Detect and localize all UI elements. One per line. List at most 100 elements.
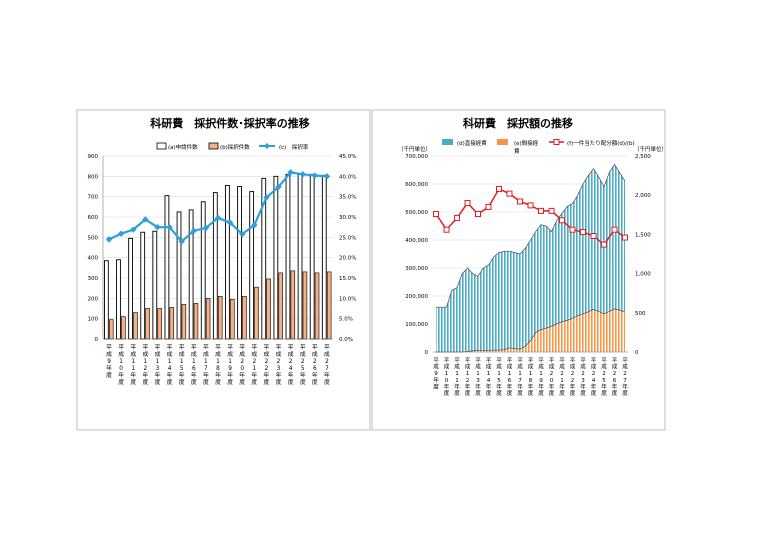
chart-left-y2-axis: 0.0% 5.0% 10.0% 15.0% 20.0% 25.0% 30.0% 35.0% 40… bbox=[339, 154, 356, 343]
x-tick-label: 平成 1 0 年度 bbox=[118, 344, 124, 386]
rate-point bbox=[117, 230, 125, 237]
x-tick-label: 平成 2 4 年度 bbox=[288, 344, 294, 386]
y2-tick-label: 5.0% bbox=[339, 317, 353, 323]
per-item-point bbox=[517, 198, 523, 205]
bar-adopted bbox=[181, 304, 187, 340]
bar-adopted bbox=[145, 308, 150, 340]
rate-point bbox=[166, 223, 173, 231]
y-tick-label: 100,000 bbox=[405, 322, 428, 328]
per-item-point bbox=[548, 207, 555, 214]
legend-label-applications: (a)申請件数 bbox=[168, 143, 198, 151]
x-tick-label: 平成 2 2 年度 bbox=[264, 344, 270, 386]
y-tick-label: 500,000 bbox=[405, 210, 428, 216]
x-tick-label: 平成 1 7 年度 bbox=[203, 344, 209, 386]
y2-tick-label: 0.0% bbox=[339, 337, 353, 343]
per-item-point bbox=[622, 234, 628, 241]
per-item-point bbox=[443, 226, 450, 233]
x-tick-label: 平成 1 0 年度 bbox=[444, 357, 450, 397]
per-item-point bbox=[538, 207, 544, 214]
bar-applications bbox=[309, 173, 315, 340]
x-tick-label: 平成 1 4 年度 bbox=[486, 357, 492, 397]
y2-tick-label: 30.0% bbox=[339, 215, 356, 221]
x-tick-label: 平成 2 2 年度 bbox=[570, 357, 576, 397]
rate-point bbox=[287, 169, 294, 176]
x-tick-label: 平成 2 1 年度 bbox=[251, 344, 257, 386]
legend-label-indirect-1: (e)間接経 bbox=[514, 139, 539, 147]
x-tick-label: 平成 1 3 年度 bbox=[155, 344, 161, 386]
x-tick-label: 平成 1 6 年度 bbox=[507, 357, 513, 397]
legend-label-indirect-2: 費 bbox=[514, 147, 520, 155]
area-direct bbox=[436, 164, 625, 352]
per-item-point bbox=[559, 217, 565, 224]
y2-tick-label: 10.0% bbox=[339, 296, 356, 302]
chart-right-y2-axis: 0 500 1,000 1,500 2,000 2,500 bbox=[635, 154, 651, 356]
bar-applications bbox=[164, 195, 170, 340]
rate-point bbox=[154, 223, 161, 231]
bar-adopted bbox=[193, 303, 199, 340]
legend-marker-per-item bbox=[553, 139, 560, 145]
rate-point bbox=[202, 224, 210, 232]
x-tick-label: 平成 2 0 年度 bbox=[239, 344, 245, 386]
legend-swatch-direct bbox=[442, 139, 453, 145]
y2-tick-label: 25.0% bbox=[339, 235, 356, 241]
x-tick-label: 平成 1 1 年度 bbox=[130, 344, 136, 386]
bar-adopted bbox=[278, 272, 283, 340]
y2-tick-label: 500 bbox=[635, 311, 646, 317]
per-item-point bbox=[527, 202, 534, 209]
bar-adopted bbox=[326, 271, 332, 340]
per-item-point bbox=[485, 203, 492, 210]
bar-applications bbox=[116, 259, 121, 340]
bar-adopted bbox=[254, 286, 259, 340]
bar-applications bbox=[152, 230, 158, 340]
area-indirect-edge bbox=[436, 308, 626, 353]
legend-swatch-adopted bbox=[208, 142, 219, 150]
chart-right-per-item-line bbox=[433, 185, 628, 248]
bar-applications bbox=[285, 173, 291, 340]
area-direct-edge bbox=[436, 163, 626, 308]
y-tick-label: 700,000 bbox=[405, 154, 428, 160]
x-tick-label: 平成 1 9 年度 bbox=[538, 357, 544, 397]
per-item-point bbox=[611, 226, 618, 233]
per-item-point bbox=[496, 185, 502, 192]
y2-tick-label: 2,000 bbox=[635, 193, 651, 199]
bar-applications bbox=[225, 185, 230, 340]
y2-tick-label: 40.0% bbox=[339, 174, 356, 180]
x-tick-label: 平成 1 1 年度 bbox=[454, 357, 460, 397]
rate-point bbox=[323, 173, 331, 180]
bar-adopted bbox=[230, 299, 235, 340]
chart-right-legend: (d)直接経費 (e)間接経 費 (f)一件当たり配分額(d)/(b) bbox=[442, 139, 635, 155]
bar-adopted bbox=[109, 319, 114, 340]
bar-applications bbox=[273, 175, 279, 340]
legend-label-per-item: (f)一件当たり配分額(d)/(b) bbox=[567, 139, 635, 147]
per-item-point bbox=[464, 200, 471, 207]
bar-adopted bbox=[242, 295, 247, 340]
y2-tick-label: 2,500 bbox=[635, 154, 651, 160]
y2-tick-label: 45.0% bbox=[339, 154, 356, 160]
y-tick-label: 900 bbox=[88, 154, 99, 160]
rate-point bbox=[130, 226, 137, 233]
chart-right-unit-right: （千円単位） bbox=[634, 145, 667, 153]
y-tick-label: 200 bbox=[88, 296, 99, 302]
x-tick-label: 平成 1 9 年度 bbox=[227, 344, 233, 386]
bar-adopted bbox=[169, 307, 175, 340]
bar-adopted bbox=[217, 295, 223, 340]
y2-tick-label: 35.0% bbox=[339, 195, 356, 201]
per-item-point bbox=[454, 214, 460, 221]
chart-left-frame bbox=[76, 109, 371, 431]
per-item-point bbox=[590, 232, 597, 239]
rate-point bbox=[190, 227, 197, 235]
x-tick-label: 平成 9 年度 bbox=[433, 357, 439, 390]
x-tick-label: 平成 9 年度 bbox=[106, 344, 112, 379]
y2-tick-label: 1,000 bbox=[635, 272, 651, 278]
y-tick-label: 400 bbox=[88, 256, 99, 262]
chart-right-unit-left: （千円単位） bbox=[398, 145, 431, 153]
bar-adopted bbox=[302, 271, 308, 340]
chart-right-areas bbox=[436, 163, 626, 353]
y-tick-label: 300 bbox=[88, 276, 99, 282]
x-tick-label: 平成 1 7 年度 bbox=[517, 357, 523, 397]
y-tick-label: 300,000 bbox=[405, 266, 428, 272]
